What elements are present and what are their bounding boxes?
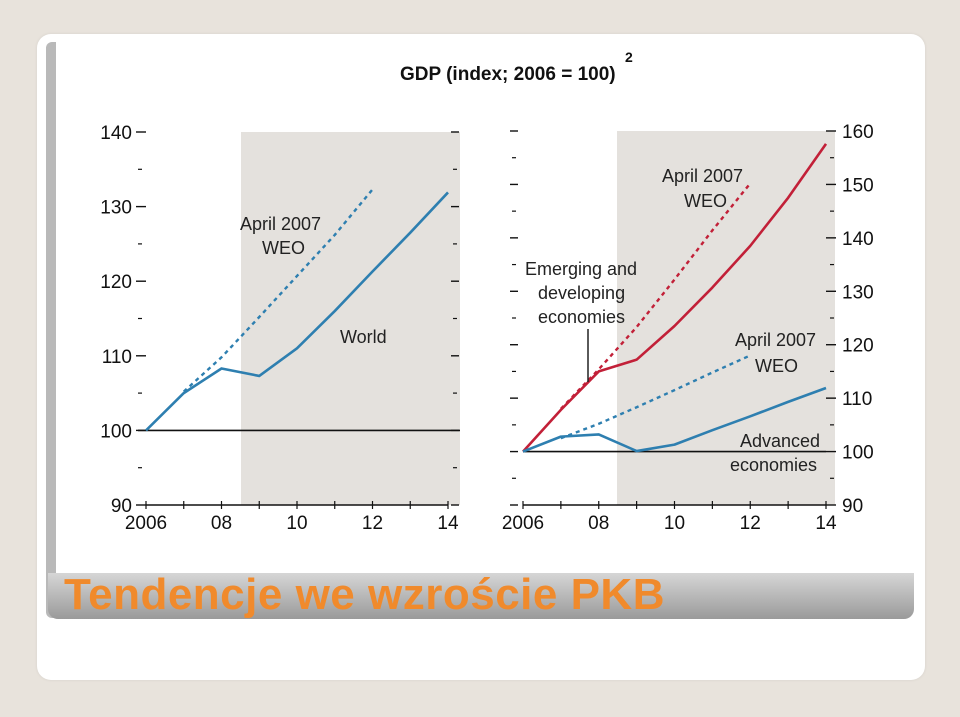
left-x-tick-label: 2006 [125,513,167,534]
right-y-tick-label: 130 [842,282,874,303]
left-world-label: World [340,327,387,347]
right-y-tick-label: 110 [842,389,872,410]
left-series-lines [145,188,449,432]
right-advanced-label-line1: Advanced [740,431,820,451]
left-weo-label-line2: WEO [262,238,305,258]
right-emerging-label-line3: economies [538,307,625,327]
right-weo-red-label-line2: WEO [684,191,727,211]
right-y-tick-label: 140 [842,229,874,250]
chart-heading: GDP (index; 2006 = 100) 2 [400,49,633,85]
right-y-tick-label: 160 [842,122,874,143]
slide-title: Tendencje we wzroście PKB [64,570,665,619]
left-y-tick-label: 120 [100,272,132,293]
right-emerging-label-line1: Emerging and [525,259,637,279]
left-y-tick-label: 100 [100,421,132,442]
right-x-tick-label: 10 [664,513,685,534]
right-advanced-label-line2: economies [730,455,817,475]
right-series-lines [522,143,828,453]
right-y-tick-label: 150 [842,175,874,196]
right-x-tick-label: 12 [740,513,761,534]
left-x-tick-label: 12 [362,513,383,534]
slide-left-accent-bar [46,42,56,618]
right-x-tick-label: 2006 [502,513,544,534]
left-y-tick-label: 90 [111,496,132,517]
right-weo-blue-label-line2: WEO [755,356,798,376]
right-weo-red-label-line1: April 2007 [662,166,743,186]
title-band [48,573,914,619]
right-y-tick-label: 90 [842,496,863,517]
left-y-tick-label: 140 [100,123,132,144]
left-x-tick-label: 14 [437,513,459,534]
left-series-line-1 [182,188,374,393]
left-x-tick-label: 10 [286,513,307,534]
right-x-tick-label: 14 [815,513,837,534]
left-weo-label-line1: April 2007 [240,214,321,234]
right-y-tick-label: 100 [842,443,874,464]
right-emerging-label-line2: developing [538,283,625,303]
left-y-tick-label: 130 [100,198,132,219]
chart-heading-footnote: 2 [625,49,633,65]
left-y-tick-label: 110 [102,347,132,368]
left-x-tick-label: 08 [211,513,232,534]
right-projection-shade [617,131,835,505]
left-projection-shade [241,132,460,505]
chart-heading-text: GDP (index; 2006 = 100) [400,64,616,85]
left-axes: 2006 08 10 12 14 90 100 110 120 130 140 [100,123,460,534]
left-panel-world: 2006 08 10 12 14 90 100 110 120 130 140 April 2007… [100,123,460,534]
right-series-line-3 [560,354,751,440]
right-y-tick-label: 120 [842,336,874,357]
right-x-tick-label: 08 [588,513,609,534]
right-weo-blue-label-line1: April 2007 [735,330,816,350]
